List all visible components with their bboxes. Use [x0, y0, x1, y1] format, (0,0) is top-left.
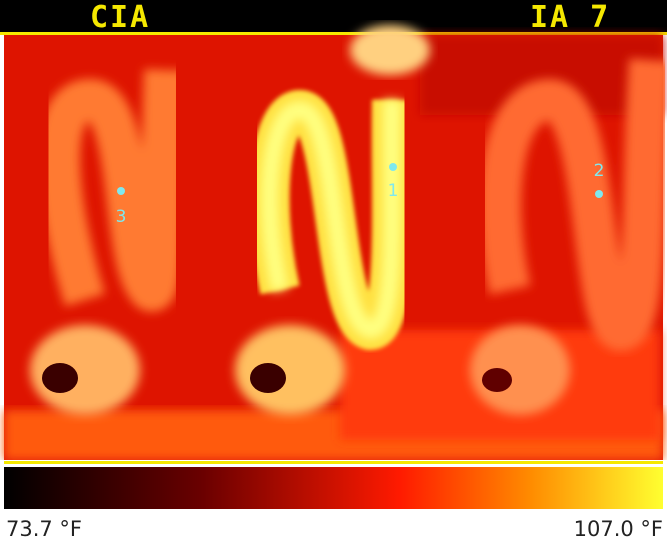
color-scale [4, 467, 663, 509]
scale-max: 107.0 °F [574, 517, 663, 541]
bottom-rule [4, 461, 663, 464]
spot-label: 3 [116, 207, 127, 227]
spot-label: 1 [388, 181, 399, 201]
spot-marker [389, 163, 397, 171]
top-bar [0, 0, 667, 32]
header-left: CIA [90, 0, 150, 35]
spot-marker [117, 187, 125, 195]
header-right: IA 7 [530, 0, 610, 35]
scale-min: 73.7 °F [6, 517, 82, 541]
thermal-image [4, 25, 667, 460]
spot-marker [595, 190, 603, 198]
spot-label: 2 [594, 161, 605, 181]
top-rule [0, 32, 667, 35]
